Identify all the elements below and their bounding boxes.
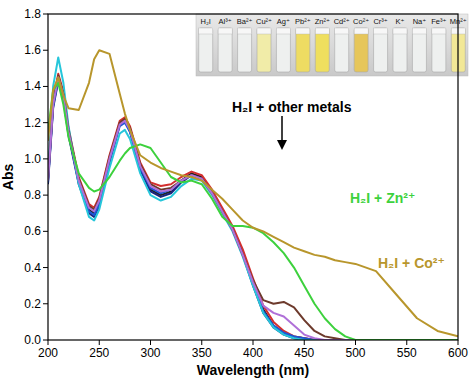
y-tick: [43, 303, 48, 304]
x-tick: [99, 340, 100, 345]
vial: [296, 28, 310, 72]
vial: [393, 28, 407, 72]
x-tick-label: 300: [140, 346, 160, 360]
series-line: [48, 57, 458, 340]
vial-top: [315, 28, 329, 34]
y-tick-label: 0.2: [24, 297, 41, 311]
x-tick-label: 250: [89, 346, 109, 360]
y-tick: [43, 86, 48, 87]
inset-label: Zn²⁺: [315, 17, 330, 26]
y-tick: [43, 50, 48, 51]
x-tick-label: 350: [192, 346, 212, 360]
inset-label: Al³⁺: [219, 17, 232, 26]
y-tick: [43, 195, 48, 196]
y-tick-label: 1.8: [24, 7, 41, 21]
inset-label: Cd²⁺: [334, 17, 350, 26]
inset-label: Na⁺: [413, 17, 427, 26]
x-tick-label: 400: [243, 346, 263, 360]
vial: [218, 28, 232, 72]
x-tick: [355, 340, 356, 345]
vial-top: [393, 28, 407, 34]
y-tick: [43, 122, 48, 123]
vial: [335, 28, 349, 72]
y-tick-label: 0.8: [24, 188, 41, 202]
annotation: H₂I + other metals: [232, 99, 352, 115]
inset-label: H₂I: [201, 17, 211, 26]
series-line: [48, 83, 458, 340]
vial-top: [432, 28, 446, 34]
y-tick: [43, 14, 48, 15]
series-line: [48, 76, 458, 340]
vial: [276, 28, 290, 72]
vial-top: [335, 28, 349, 34]
y-tick-label: 1.4: [24, 79, 41, 93]
series-line: [48, 79, 458, 340]
vial: [374, 28, 388, 72]
x-tick: [48, 340, 49, 345]
vial: [238, 28, 252, 72]
y-tick-label: 1.2: [24, 116, 41, 130]
y-tick: [43, 158, 48, 159]
vial: [199, 28, 213, 72]
y-tick-label: 1.6: [24, 43, 41, 57]
annotation-arrowhead: [277, 140, 287, 150]
series-line: [48, 77, 458, 340]
vial-top: [199, 28, 213, 34]
plot-frame: [48, 14, 458, 340]
x-tick-label: 450: [294, 346, 314, 360]
inset-label: Cu²⁺: [256, 17, 272, 26]
x-tick-label: 200: [38, 346, 58, 360]
y-tick: [43, 340, 48, 341]
vial-top: [218, 28, 232, 34]
series-label: H₂I + Zn²⁺: [350, 190, 415, 206]
vial: [412, 28, 426, 72]
x-tick-label: 500: [345, 346, 365, 360]
vial-top: [257, 28, 271, 34]
vial: [315, 28, 329, 72]
inset-label: Co²⁺: [353, 17, 369, 26]
series-line: [48, 77, 458, 340]
vial-top: [296, 28, 310, 34]
x-tick: [406, 340, 407, 345]
x-tick: [304, 340, 305, 345]
vial-top: [276, 28, 290, 34]
x-axis-label: Wavelength (nm): [197, 362, 309, 378]
vial: [354, 28, 368, 72]
x-tick: [150, 340, 151, 345]
y-tick: [43, 231, 48, 232]
x-tick: [201, 340, 202, 345]
series-label: H₂I + Co²⁺: [378, 255, 445, 271]
inset-label: K⁺: [396, 17, 405, 26]
y-tick-label: 0.6: [24, 224, 41, 238]
inset-label: Ba²⁺: [237, 17, 253, 26]
y-tick-label: 0.4: [24, 261, 41, 275]
y-tick-label: 1.0: [24, 152, 41, 166]
axes: 200 250 300 350 400 450 500 550 600 0.0 0.2 0.4 0.6 0…: [24, 7, 468, 360]
vial-top: [238, 28, 252, 34]
vial-top: [412, 28, 426, 34]
y-axis-label: Abs: [0, 164, 16, 191]
chart: 200 250 300 350 400 450 500 550 600 0.0 0.2 0.4 0.6 0…: [0, 0, 474, 379]
x-tick: [458, 340, 459, 345]
inset-label: Ag⁺: [277, 17, 290, 26]
vial-top: [354, 28, 368, 34]
vial-top: [374, 28, 388, 34]
inset-background: [196, 14, 468, 76]
vial: [257, 28, 271, 72]
inset-label: Fe³⁺: [431, 17, 446, 26]
y-tick: [43, 267, 48, 268]
inset-label: Pb²⁺: [295, 17, 311, 26]
x-tick: [253, 340, 254, 345]
y-tick-label: 0.0: [24, 333, 41, 347]
vial: [432, 28, 446, 72]
plot-lines: [48, 50, 458, 340]
x-tick-label: 550: [397, 346, 417, 360]
x-tick-label: 600: [448, 346, 468, 360]
series-line: [48, 50, 458, 336]
series-line: [48, 81, 458, 340]
inset-label: Cr³⁺: [373, 17, 387, 26]
annotations: H₂I + other metals H₂I + Zn²⁺ H₂I + Co²⁺: [232, 99, 445, 271]
inset: H₂I Al³⁺ Ba²⁺Cu²⁺ Ag⁺ Pb²⁺ Zn²⁺ Cd²⁺Co²⁺ Cr³⁺ K⁺…: [196, 14, 468, 76]
series-line: [48, 74, 458, 340]
